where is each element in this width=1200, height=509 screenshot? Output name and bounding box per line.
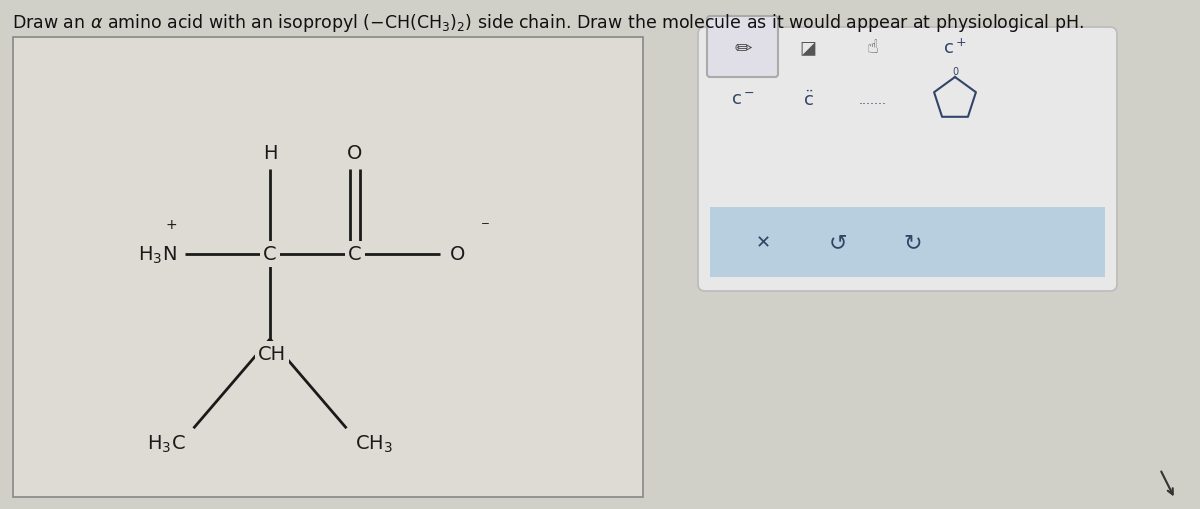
Bar — [710, 208, 1105, 277]
Text: $\mathrm{H_3N}$: $\mathrm{H_3N}$ — [138, 244, 178, 265]
Text: ◪: ◪ — [799, 39, 816, 57]
Text: .......: ....... — [859, 93, 887, 106]
Text: $\mathrm{H_3C}$: $\mathrm{H_3C}$ — [146, 433, 186, 454]
Text: O: O — [450, 245, 466, 264]
FancyBboxPatch shape — [698, 28, 1117, 292]
Text: ↻: ↻ — [904, 233, 923, 252]
Text: $\mathrm{c}^+$: $\mathrm{c}^+$ — [943, 38, 967, 58]
Text: $\ddot{\mathrm{c}}$: $\ddot{\mathrm{c}}$ — [803, 90, 814, 109]
Text: +: + — [166, 217, 178, 232]
Text: C: C — [263, 245, 277, 264]
Text: H: H — [263, 144, 277, 163]
Text: ✏: ✏ — [734, 38, 751, 58]
Text: Draw an $\alpha$ amino acid with an isopropyl $\left(-\mathrm{CH(CH_3)_2}\right): Draw an $\alpha$ amino acid with an isop… — [12, 12, 1084, 34]
Text: O: O — [347, 144, 362, 163]
Bar — [13, 38, 643, 497]
Text: C: C — [348, 245, 362, 264]
Text: $\mathrm{CH_3}$: $\mathrm{CH_3}$ — [354, 433, 392, 454]
Text: $^-$: $^-$ — [478, 220, 490, 235]
Text: CH: CH — [258, 344, 286, 363]
FancyBboxPatch shape — [707, 17, 778, 78]
Text: $\mathrm{c}^-$: $\mathrm{c}^-$ — [731, 91, 755, 109]
Text: ☝: ☝ — [868, 38, 878, 58]
Text: 0: 0 — [952, 67, 958, 77]
Text: ↺: ↺ — [829, 233, 847, 252]
Text: ✕: ✕ — [756, 234, 770, 251]
